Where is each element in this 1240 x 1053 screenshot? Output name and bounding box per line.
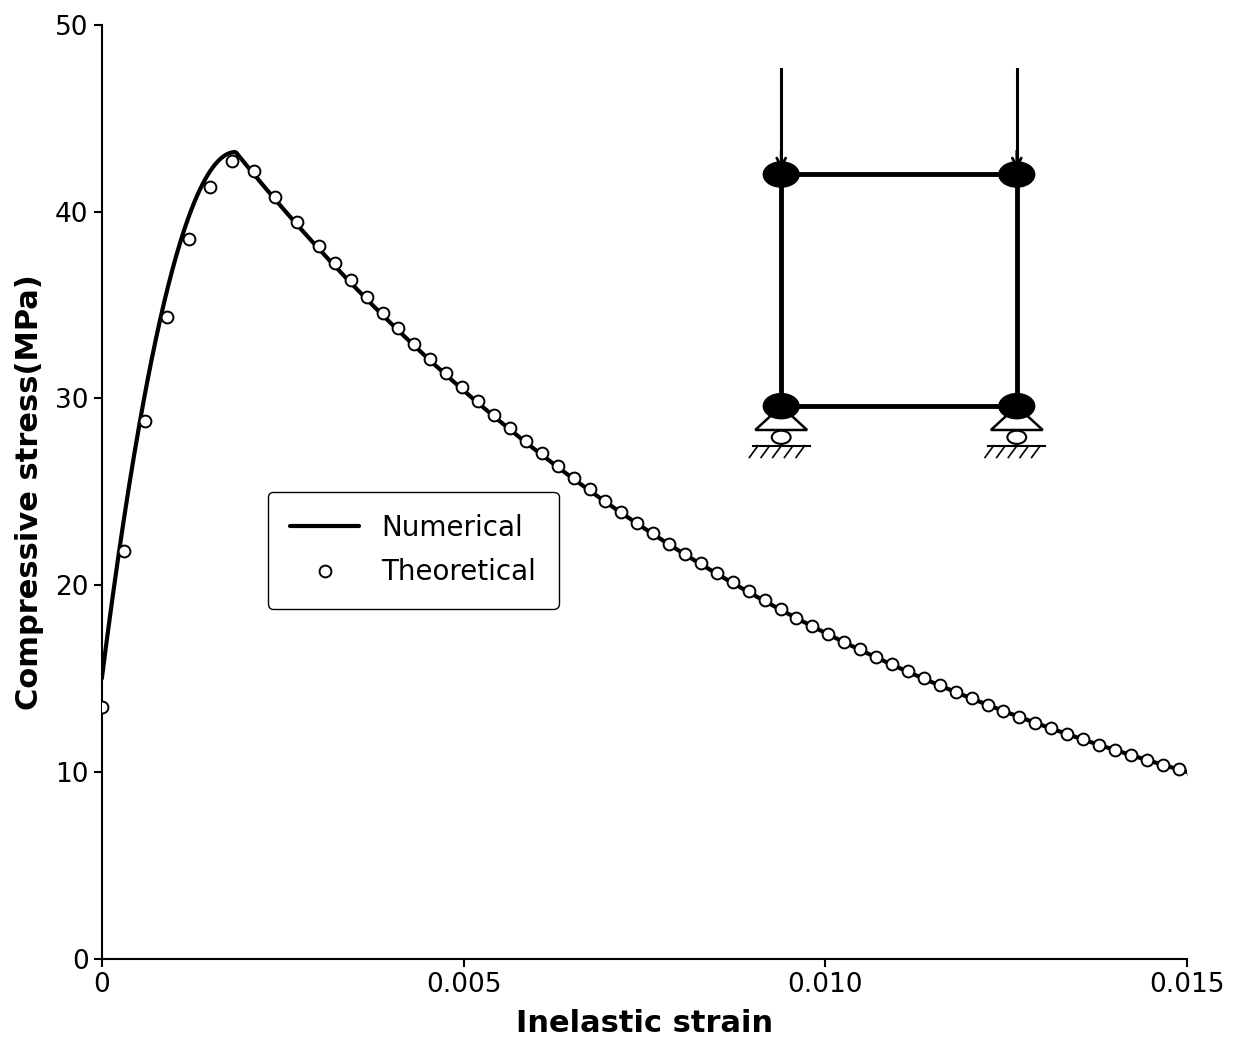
Legend: Numerical, Theoretical: Numerical, Theoretical	[268, 492, 559, 609]
Theoretical	[423, 353, 438, 365]
Theoretical	[1187, 768, 1202, 780]
Theoretical	[94, 700, 109, 713]
Line: Theoretical: Theoretical	[95, 155, 1200, 780]
Circle shape	[999, 162, 1034, 187]
Numerical	[1179, 766, 1194, 778]
Theoretical	[224, 155, 239, 167]
Numerical	[227, 145, 242, 158]
Numerical	[94, 672, 109, 684]
Numerical	[919, 674, 934, 687]
Numerical	[727, 577, 742, 590]
Theoretical	[980, 698, 994, 711]
Line: Numerical: Numerical	[102, 152, 1187, 772]
Theoretical	[1123, 749, 1138, 761]
Theoretical	[614, 505, 629, 518]
Y-axis label: Compressive stress(MPa): Compressive stress(MPa)	[15, 274, 43, 710]
Numerical	[1030, 717, 1045, 730]
Circle shape	[764, 394, 799, 419]
Circle shape	[764, 162, 799, 187]
Numerical	[787, 611, 802, 623]
Numerical	[161, 279, 176, 292]
X-axis label: Inelastic strain: Inelastic strain	[516, 1009, 773, 1038]
Circle shape	[999, 394, 1034, 419]
Theoretical	[203, 180, 218, 193]
Numerical	[755, 593, 770, 605]
Theoretical	[486, 409, 501, 421]
